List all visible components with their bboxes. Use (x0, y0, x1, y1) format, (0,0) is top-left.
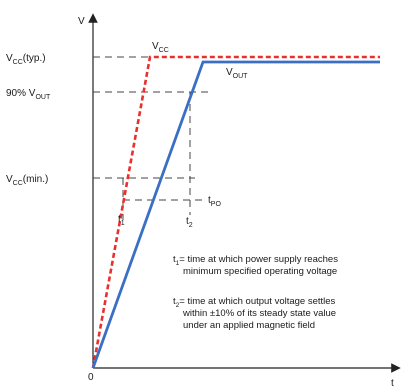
t2-label: t2 (186, 216, 193, 229)
t2-note-line3: under an applied magnetic field (183, 320, 315, 331)
tpo-label: tPO (208, 195, 221, 208)
t2-note: t2= time at which output voltage settles (173, 296, 336, 309)
vcc-min-label: VCC(min.) (6, 174, 48, 187)
pct90-vout-label: 90% VOUT (6, 88, 51, 101)
vcc-curve (91, 55, 380, 369)
vout-curve-label: VOUT (226, 67, 248, 80)
x-axis-label: t (391, 378, 394, 388)
t2-note-line2: within ±10% of its steady state value (182, 308, 336, 319)
vout-curve (91, 60, 380, 369)
t1-note-line2: minimum specified operating voltage (183, 266, 337, 277)
t1-label: t1 (118, 214, 125, 227)
origin-label: 0 (88, 372, 94, 383)
t1-note: t1= time at which power supply reaches (173, 254, 338, 267)
vcc-curve-label: VCC (152, 41, 169, 54)
y-axis-label: V (78, 16, 85, 27)
vcc-typ-label: VCC(typ.) (6, 53, 46, 66)
